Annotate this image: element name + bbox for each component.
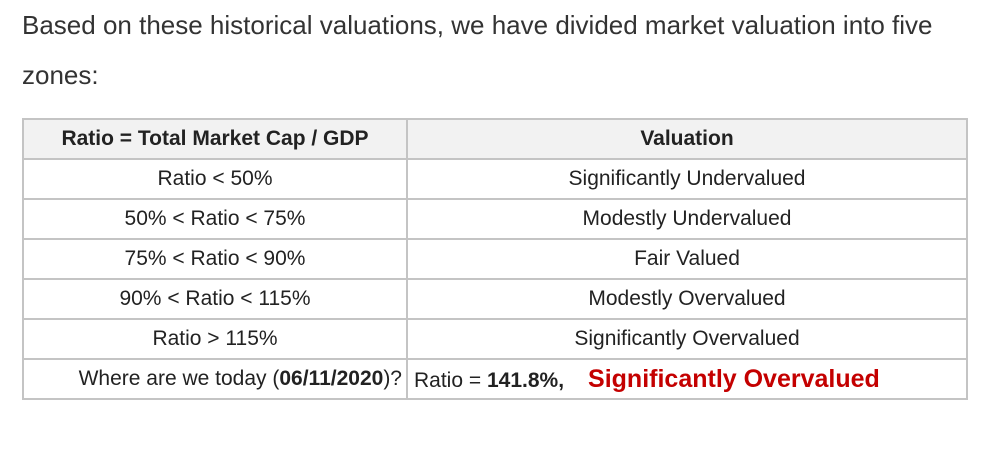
today-answer-cell: Ratio = 141.8%, Significantly Overvalued <box>406 358 968 400</box>
today-ratio-prefix: Ratio = <box>414 368 487 392</box>
table-row: 50% < Ratio < 75% Modestly Undervalued <box>22 198 968 240</box>
today-verdict: Significantly Overvalued <box>588 364 880 393</box>
header-ratio: Ratio = Total Market Cap / GDP <box>22 118 408 160</box>
ratio-cell: Ratio > 115% <box>22 318 408 360</box>
table-row: Ratio < 50% Significantly Undervalued <box>22 158 968 200</box>
valuation-cell: Significantly Overvalued <box>406 318 968 360</box>
today-question-prefix: Where are we today ( <box>78 367 280 390</box>
today-ratio-value: 141.8%, <box>486 368 565 392</box>
intro-paragraph: Based on these historical valuations, we… <box>22 10 933 90</box>
valuation-cell: Significantly Undervalued <box>406 158 968 200</box>
valuation-cell: Modestly Undervalued <box>406 198 968 240</box>
table-row: Ratio > 115% Significantly Overvalued <box>22 318 968 360</box>
today-date: 06/11/2020 <box>279 367 384 390</box>
table-header-row: Ratio = Total Market Cap / GDP Valuation <box>22 118 968 160</box>
ratio-cell: 75% < Ratio < 90% <box>22 238 408 280</box>
ratio-cell: 90% < Ratio < 115% <box>22 278 408 320</box>
table-row: 75% < Ratio < 90% Fair Valued <box>22 238 968 280</box>
today-question-cell: Where are we today (06/11/2020)? <box>22 358 408 400</box>
table-row: 90% < Ratio < 115% Modestly Overvalued <box>22 278 968 320</box>
valuation-zones-table: Ratio = Total Market Cap / GDP Valuation… <box>22 118 968 400</box>
ratio-cell: Ratio < 50% <box>22 158 408 200</box>
valuation-cell: Modestly Overvalued <box>406 278 968 320</box>
today-question-suffix: )? <box>383 367 402 390</box>
today-row: Where are we today (06/11/2020)? Ratio =… <box>22 358 968 400</box>
header-valuation: Valuation <box>406 118 968 160</box>
valuation-cell: Fair Valued <box>406 238 968 280</box>
ratio-cell: 50% < Ratio < 75% <box>22 198 408 240</box>
